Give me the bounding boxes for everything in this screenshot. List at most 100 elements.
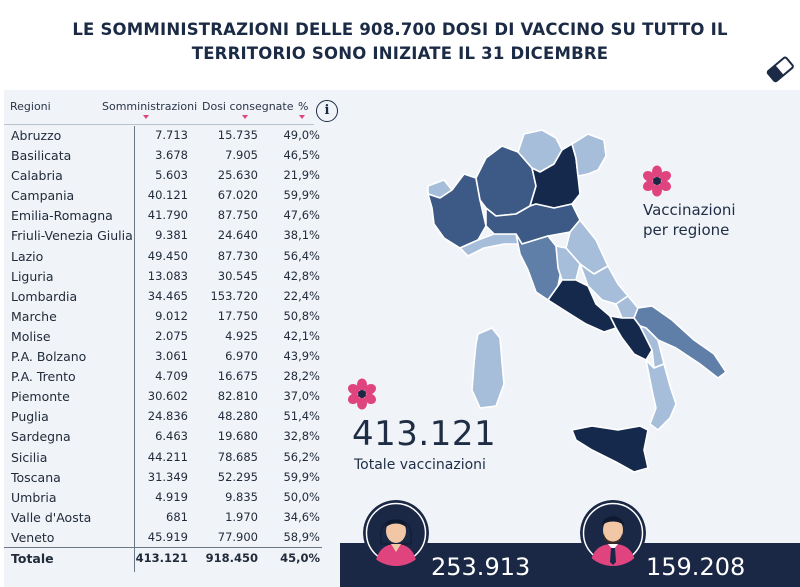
table-row[interactable]: Calabria 5.603 25.630 21,9%	[8, 166, 328, 186]
dosi-consegnate-value: 7.905	[225, 148, 258, 163]
total-vaccinations-caption: Totale vaccinazioni	[354, 457, 486, 473]
info-icon[interactable]: i	[316, 100, 338, 122]
man-avatar-icon	[580, 500, 646, 566]
percent-value: 43,9%	[283, 349, 320, 364]
percent-value: 21,9%	[283, 168, 320, 183]
percent-value: 32,8%	[283, 429, 320, 444]
percent-value: 59,9%	[283, 469, 320, 484]
title-line-1: LE SOMMINISTRAZIONI DELLE 908.700 DOSI D…	[72, 20, 728, 39]
dosi-consegnate-value: 25.630	[217, 168, 258, 183]
col-regioni[interactable]: Regioni	[10, 100, 51, 113]
table-row[interactable]: Lombardia 34.465 153.720 22,4%	[8, 287, 328, 307]
region-name: Calabria	[11, 168, 63, 184]
table-row[interactable]: Toscana 31.349 52.295 59,9%	[8, 468, 328, 488]
region-name: Sicilia	[11, 449, 48, 465]
percent-value: 28,2%	[283, 369, 320, 384]
percent-value: 51,4%	[283, 409, 320, 424]
percent-value: 56,4%	[283, 248, 320, 263]
table-row[interactable]: Campania 40.121 67.020 59,9%	[8, 186, 328, 206]
dosi-consegnate-value: 87.730	[217, 248, 258, 263]
sort-desc-icon[interactable]	[143, 115, 149, 119]
dosi-consegnate-value: 153.720	[210, 288, 258, 303]
italy-map	[427, 129, 727, 473]
region-name: Puglia	[11, 409, 49, 425]
percent-value: 42,1%	[283, 328, 320, 343]
title-line-2: TERRITORIO SONO INIZIATE IL 31 DICEMBRE	[191, 44, 609, 63]
dosi-consegnate-value: 77.900	[217, 529, 258, 544]
percent-value: 34,6%	[283, 509, 320, 524]
region-name: Basilicata	[11, 148, 72, 164]
eraser-icon[interactable]	[764, 54, 796, 84]
region-name: Valle d'Aosta	[11, 509, 92, 525]
dosi-consegnate-value: 17.750	[217, 308, 258, 323]
table-row[interactable]: Sicilia 44.211 78.685 56,2%	[8, 448, 328, 468]
somministrazioni-value: 40.121	[147, 188, 188, 203]
region-name: Lombardia	[11, 288, 78, 304]
percent-value: 46,5%	[283, 148, 320, 163]
region-campania[interactable]	[609, 315, 653, 361]
table-row[interactable]: Veneto 45.919 77.900 58,9%	[8, 528, 328, 548]
column-divider	[134, 126, 135, 572]
region-name: Lazio	[11, 248, 44, 264]
table-row[interactable]: P.A. Trento 4.709 16.675 28,2%	[8, 367, 328, 387]
region-name: Emilia-Romagna	[11, 208, 113, 224]
percent-value: 50,0%	[283, 489, 320, 504]
somministrazioni-value: 3.678	[155, 148, 188, 163]
total-percent: 45,0%	[280, 550, 320, 565]
somministrazioni-value: 4.919	[155, 489, 188, 504]
region-name: Molise	[11, 328, 51, 344]
table-row[interactable]: Piemonte 30.602 82.810 37,0%	[8, 387, 328, 407]
col-dosi-consegnate[interactable]: Dosi consegnate	[202, 100, 294, 113]
dosi-consegnate-value: 15.735	[217, 128, 258, 142]
percent-value: 59,9%	[283, 188, 320, 203]
table-row[interactable]: Abruzzo 7.713 15.735 49,0%	[8, 126, 328, 146]
region-name: Marche	[11, 308, 57, 324]
table-row[interactable]: Valle d'Aosta 681 1.970 34,6%	[8, 508, 328, 528]
table-row[interactable]: Basilicata 3.678 7.905 46,5%	[8, 146, 328, 166]
map-label-line-1: Vaccinazioni	[643, 201, 736, 219]
total-vaccinations-value: 413.121	[352, 414, 497, 454]
map-label-line-2: per regione	[643, 221, 730, 239]
sort-desc-icon[interactable]	[299, 115, 305, 119]
col-percent[interactable]: %	[298, 100, 309, 113]
percent-value: 37,0%	[283, 389, 320, 404]
sort-desc-icon[interactable]	[242, 115, 248, 119]
table-row[interactable]: Puglia 24.836 48.280 51,4%	[8, 407, 328, 427]
percent-value: 42,8%	[283, 268, 320, 283]
region-sardegna[interactable]	[471, 327, 505, 409]
table-row[interactable]: Molise 2.075 4.925 42,1%	[8, 327, 328, 347]
somministrazioni-value: 9.381	[155, 228, 188, 243]
dosi-consegnate-value: 48.280	[217, 409, 258, 424]
col-somministrazioni[interactable]: Somministrazioni	[102, 100, 198, 113]
somministrazioni-value: 24.836	[147, 409, 188, 424]
somministrazioni-value: 44.211	[147, 449, 188, 464]
region-sicilia[interactable]	[571, 425, 649, 473]
somministrazioni-value: 34.465	[147, 288, 188, 303]
somministrazioni-value: 7.713	[155, 128, 188, 142]
table-row[interactable]: Marche 9.012 17.750 50,8%	[8, 307, 328, 327]
region-name: Piemonte	[11, 389, 70, 405]
table-row[interactable]: Liguria 13.083 30.545 42,8%	[8, 267, 328, 287]
region-calabria[interactable]	[645, 359, 677, 431]
region-name: Umbria	[11, 489, 57, 505]
table-body: Abruzzo 7.713 15.735 49,0% Basilicata 3.678 7.…	[8, 126, 328, 569]
dosi-consegnate-value: 30.545	[217, 268, 258, 283]
dosi-consegnate-value: 4.925	[225, 328, 258, 343]
women-count: 253.913	[431, 553, 531, 581]
table-row[interactable]: Sardegna 6.463 19.680 32,8%	[8, 427, 328, 447]
dosi-consegnate-value: 87.750	[217, 208, 258, 223]
percent-value: 38,1%	[283, 228, 320, 243]
region-name: Toscana	[11, 469, 61, 485]
men-count: 159.208	[646, 553, 746, 581]
table-row[interactable]: Umbria 4.919 9.835 50,0%	[8, 488, 328, 508]
somministrazioni-value: 2.075	[155, 328, 188, 343]
table-row[interactable]: Emilia-Romagna 41.790 87.750 47,6%	[8, 206, 328, 226]
region-lazio[interactable]	[547, 279, 617, 333]
region-friuli[interactable]	[571, 133, 607, 177]
table-row[interactable]: P.A. Bolzano 3.061 6.970 43,9%	[8, 347, 328, 367]
somministrazioni-value: 45.919	[147, 529, 188, 544]
somministrazioni-value: 31.349	[147, 469, 188, 484]
table-row[interactable]: Lazio 49.450 87.730 56,4%	[8, 247, 328, 267]
flower-icon	[348, 378, 376, 410]
table-row[interactable]: Friuli-Venezia Giulia 9.381 24.640 38,1%	[8, 226, 328, 246]
